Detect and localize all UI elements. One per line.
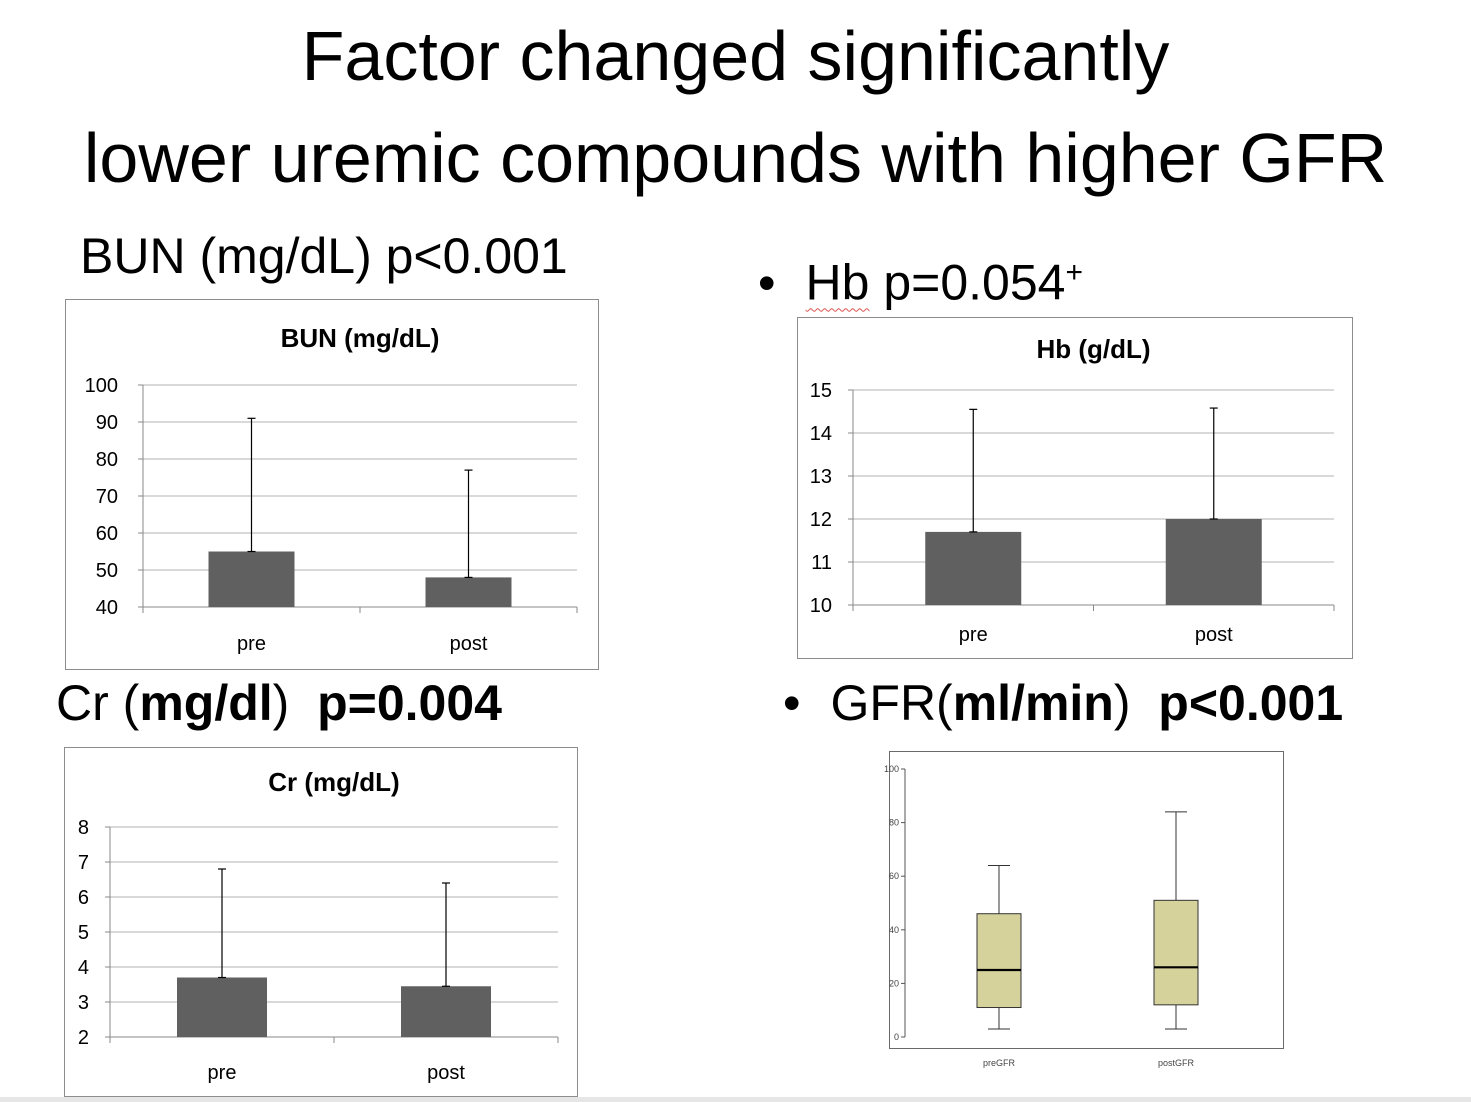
bar bbox=[177, 977, 267, 1037]
y-tick-label: 5 bbox=[78, 922, 89, 944]
cr-chart: Cr (mg/dL) 2 3 4 5 6 7 8 pre post bbox=[64, 747, 578, 1097]
y-tick-label: 100 bbox=[85, 375, 118, 397]
y-tick-label: 40 bbox=[889, 925, 899, 935]
y-tick-label: 0 bbox=[894, 1032, 899, 1042]
slide-title-line-1: Factor changed significantly bbox=[301, 17, 1170, 95]
bottom-scrollbar bbox=[0, 1097, 1471, 1102]
bullet-icon: • bbox=[783, 675, 801, 731]
y-tick-label: 13 bbox=[810, 466, 832, 488]
box bbox=[1153, 899, 1199, 1006]
y-tick-label: 60 bbox=[889, 871, 899, 881]
y-tick-label: 3 bbox=[78, 992, 89, 1014]
y-tick-label: 80 bbox=[96, 449, 118, 471]
x-category-label: pre bbox=[237, 633, 266, 655]
box bbox=[976, 913, 1022, 1009]
y-tick-label: 90 bbox=[96, 412, 118, 434]
hb-heading: • Hb p=0.054+ bbox=[758, 243, 1083, 313]
gfr-heading: • GFR(ml/min) p<0.001 bbox=[783, 673, 1343, 733]
y-tick-label: 4 bbox=[78, 957, 89, 979]
slide-title-line-2: lower uremic compounds with higher GFR bbox=[83, 119, 1388, 197]
hb-label: Hb bbox=[805, 254, 870, 311]
gfr-label: GFR( bbox=[830, 675, 953, 731]
y-tick-label: 100 bbox=[884, 764, 899, 774]
bun-chart: BUN (mg/dL) 40 50 60 70 80 90 100 pre post bbox=[65, 299, 599, 670]
gfr-chart-svg: 0 20 40 60 80 100 preGFR postGFR bbox=[884, 764, 1199, 1068]
x-category-label: preGFR bbox=[983, 1058, 1016, 1068]
cr-heading: Cr (mg/dl) p=0.004 bbox=[56, 673, 502, 733]
y-tick-label: 40 bbox=[96, 597, 118, 619]
bar bbox=[401, 986, 491, 1037]
y-tick-label: 8 bbox=[78, 817, 89, 839]
y-tick-label: 60 bbox=[96, 523, 118, 545]
bar bbox=[1165, 519, 1262, 605]
bullet-icon: • bbox=[758, 254, 776, 311]
y-tick-label: 20 bbox=[889, 978, 899, 988]
y-tick-label: 11 bbox=[811, 552, 832, 574]
hb-chart-svg: Hb (g/dL) 10 11 12 13 14 15 pre post bbox=[810, 334, 1335, 646]
bar bbox=[425, 577, 512, 607]
chart-title: Hb (g/dL) bbox=[1036, 334, 1150, 364]
bar bbox=[208, 551, 295, 607]
x-category-label: post bbox=[427, 1062, 465, 1084]
cr-p-value: p=0.004 bbox=[317, 675, 502, 731]
hb-p-value: p=0.054 bbox=[869, 254, 1066, 311]
chart-title: BUN (mg/dL) bbox=[281, 323, 440, 353]
gfr-p-value: p<0.001 bbox=[1158, 675, 1344, 731]
y-tick-label: 50 bbox=[96, 560, 118, 582]
hb-superscript: + bbox=[1065, 256, 1083, 289]
gfr-chart: 0 20 40 60 80 100 preGFR postGFR bbox=[884, 751, 1284, 1068]
y-tick-label: 12 bbox=[810, 509, 832, 531]
y-tick-label: 15 bbox=[810, 380, 832, 402]
y-tick-label: 70 bbox=[96, 486, 118, 508]
x-category-label: pre bbox=[959, 624, 988, 646]
y-tick-label: 7 bbox=[78, 852, 89, 874]
cr-close: ) bbox=[272, 675, 318, 731]
x-category-label: pre bbox=[208, 1062, 237, 1084]
gfr-close: ) bbox=[1113, 675, 1159, 731]
x-category-label: post bbox=[450, 633, 488, 655]
bun-heading: BUN (mg/dL) p<0.001 bbox=[80, 228, 568, 284]
cr-label: Cr ( bbox=[56, 675, 140, 731]
hb-chart: Hb (g/dL) 10 11 12 13 14 15 pre post bbox=[797, 317, 1353, 659]
cr-chart-svg: Cr (mg/dL) 2 3 4 5 6 7 8 pre post bbox=[78, 767, 559, 1084]
y-tick-label: 10 bbox=[810, 595, 832, 617]
y-tick-label: 6 bbox=[78, 887, 89, 909]
y-tick-label: 2 bbox=[78, 1027, 89, 1049]
bar bbox=[925, 531, 1022, 605]
y-tick-label: 80 bbox=[889, 818, 899, 828]
x-category-label: postGFR bbox=[1158, 1058, 1195, 1068]
y-tick-label: 14 bbox=[810, 423, 832, 445]
cr-unit: mg/dl bbox=[139, 675, 273, 731]
gfr-unit: ml/min bbox=[952, 675, 1114, 731]
x-category-label: post bbox=[1195, 624, 1233, 646]
bun-chart-svg: BUN (mg/dL) 40 50 60 70 80 90 100 pre post bbox=[85, 323, 578, 655]
chart-title: Cr (mg/dL) bbox=[268, 767, 399, 797]
